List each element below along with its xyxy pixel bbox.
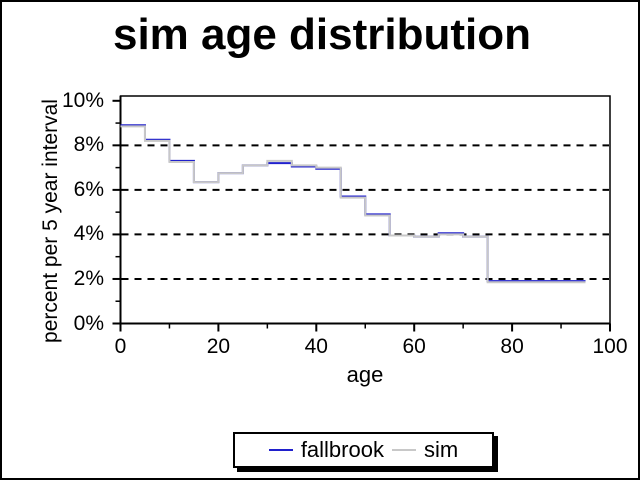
y-tick-label: 0%	[73, 311, 104, 335]
x-tick-label: 20	[206, 335, 231, 358]
series-line-sim	[120, 125, 586, 284]
legend-line-sim	[391, 449, 416, 451]
legend-line-fallbrook	[268, 449, 293, 451]
y-tick-label: 2%	[73, 266, 104, 290]
x-tick-label: 40	[304, 335, 328, 358]
x-tick-label: 100	[592, 335, 628, 358]
legend: fallbrook sim	[233, 432, 494, 468]
x-axis-title: age	[346, 362, 384, 387]
y-tick-label: 10%	[61, 88, 104, 112]
y-tick-label: 6%	[73, 177, 104, 201]
x-tick-label: 80	[500, 335, 524, 358]
x-tick-label: 0	[114, 335, 127, 358]
x-tick-label: 60	[402, 335, 426, 358]
y-tick-label: 4%	[73, 222, 104, 246]
y-tick-label: 8%	[73, 133, 104, 157]
legend-label-fallbrook: fallbrook	[300, 437, 384, 462]
chart-title: sim age distribution	[112, 10, 532, 59]
legend-label-sim: sim	[423, 437, 459, 462]
